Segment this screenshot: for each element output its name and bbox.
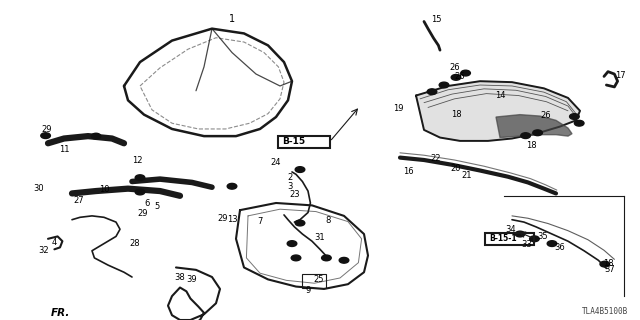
Text: 20: 20 — [451, 164, 461, 172]
Text: 7: 7 — [257, 217, 262, 226]
Text: TLA4B5100B: TLA4B5100B — [582, 307, 628, 316]
Circle shape — [575, 120, 584, 126]
Text: 19: 19 — [393, 104, 404, 113]
Text: 27: 27 — [73, 196, 84, 205]
Text: 10: 10 — [99, 185, 109, 194]
Circle shape — [451, 75, 461, 80]
Circle shape — [547, 241, 557, 246]
Polygon shape — [416, 81, 580, 141]
Circle shape — [295, 220, 305, 226]
Text: 13: 13 — [227, 215, 237, 224]
Text: 30: 30 — [33, 184, 44, 193]
Text: 26: 26 — [454, 72, 465, 81]
Text: 28: 28 — [129, 239, 140, 248]
Text: 18: 18 — [603, 259, 613, 268]
Text: 29: 29 — [217, 214, 228, 223]
Text: 17: 17 — [614, 71, 625, 80]
Circle shape — [521, 133, 531, 139]
Polygon shape — [496, 115, 572, 138]
Text: 32: 32 — [38, 246, 49, 255]
Text: 18: 18 — [526, 141, 536, 150]
Text: 16: 16 — [403, 167, 413, 176]
Circle shape — [321, 255, 332, 261]
Text: 34: 34 — [505, 225, 516, 234]
Text: 38: 38 — [175, 273, 186, 282]
Circle shape — [92, 133, 101, 139]
Text: 14: 14 — [495, 91, 505, 100]
Text: 4: 4 — [52, 238, 57, 247]
Circle shape — [428, 89, 437, 95]
Text: FR.: FR. — [51, 308, 70, 318]
Text: 24: 24 — [271, 158, 281, 167]
Text: B-15: B-15 — [282, 137, 305, 146]
Circle shape — [339, 257, 349, 263]
Text: 26: 26 — [449, 63, 460, 72]
Text: 21: 21 — [461, 171, 472, 180]
Text: 5: 5 — [154, 202, 159, 211]
Text: 22: 22 — [431, 154, 441, 163]
Text: 12: 12 — [132, 156, 143, 165]
Text: 29: 29 — [41, 125, 52, 134]
Text: 29: 29 — [137, 210, 148, 219]
Circle shape — [287, 241, 297, 246]
Text: 23: 23 — [289, 190, 300, 199]
Text: 3: 3 — [288, 182, 293, 191]
Text: 1: 1 — [229, 14, 235, 24]
Circle shape — [291, 255, 301, 261]
Circle shape — [41, 133, 51, 139]
Circle shape — [600, 261, 609, 267]
Bar — [302, 274, 326, 288]
Text: 8: 8 — [325, 216, 331, 225]
Text: 6: 6 — [145, 199, 150, 208]
Circle shape — [135, 175, 145, 180]
Text: 36: 36 — [555, 243, 565, 252]
Circle shape — [135, 189, 145, 195]
Circle shape — [295, 167, 305, 172]
Text: 33: 33 — [521, 240, 532, 249]
Text: 2: 2 — [288, 173, 293, 182]
Text: 18: 18 — [451, 110, 462, 119]
Text: 39: 39 — [187, 275, 197, 284]
Text: 37: 37 — [604, 265, 615, 274]
Circle shape — [570, 114, 579, 119]
Circle shape — [439, 82, 449, 88]
Text: 9: 9 — [305, 286, 310, 295]
Circle shape — [533, 130, 543, 136]
Text: 31: 31 — [315, 233, 325, 242]
Text: 25: 25 — [313, 276, 324, 284]
Text: 26: 26 — [540, 111, 551, 120]
Circle shape — [515, 231, 525, 237]
Text: 35: 35 — [537, 232, 548, 241]
Text: 15: 15 — [431, 15, 441, 24]
Text: 11: 11 — [59, 145, 69, 154]
Circle shape — [461, 70, 470, 76]
Circle shape — [530, 236, 539, 242]
Circle shape — [227, 183, 237, 189]
Text: B-15-1: B-15-1 — [489, 234, 516, 243]
